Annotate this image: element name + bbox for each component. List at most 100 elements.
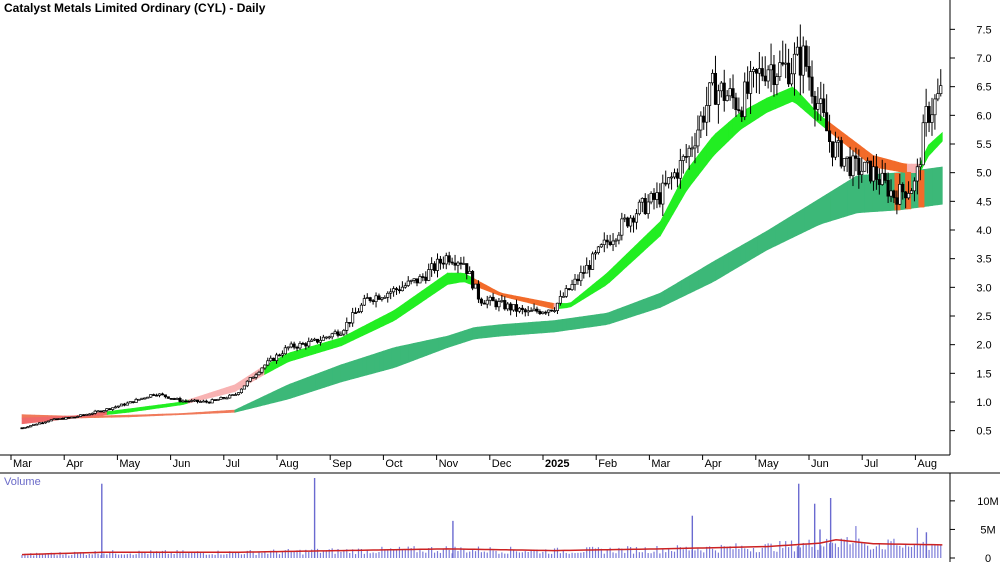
candle-body [433,263,437,271]
candle-body [482,302,486,305]
candle-body [187,400,191,403]
long-ribbon-segment [677,279,682,300]
long-ribbon-segment [102,415,108,418]
candle-body [392,288,396,293]
candle-body [441,262,445,265]
candle-body [277,354,282,357]
date-tick-label: Aug [279,458,299,470]
candle-body [585,264,589,274]
candle-body [708,82,712,106]
candle-body [570,284,574,290]
candle-body [713,72,718,105]
candle-body [611,240,615,245]
candle-body [678,160,682,179]
long-ribbon-segment [349,360,355,381]
candle-body [833,141,837,158]
candle-body [631,217,636,223]
candle-body [339,333,343,336]
short-ribbon-segment [119,409,125,414]
short-ribbon-segment [213,389,219,398]
short-ribbon-segment [166,403,172,408]
candle-body [172,398,176,400]
short-ribbon-segment [728,118,734,142]
candle-body [242,385,246,390]
short-ribbon-segment [21,417,27,425]
candle-body [400,286,404,292]
candle-body [430,263,434,270]
candle-body [749,71,753,94]
candle-body [216,399,220,401]
date-tick-label: Jul [864,458,878,470]
candle-body [754,69,758,74]
candle-body [175,398,179,400]
candle-body [228,394,232,399]
candle-body [201,400,205,403]
candle-body [596,246,600,253]
candle-body [99,410,103,413]
candle-body [617,234,621,241]
candle-body [866,160,870,163]
candle-body [444,255,448,265]
candle-body [684,156,688,158]
long-ribbon-segment [813,199,819,228]
candle-body [763,75,767,82]
candle-body [386,292,390,298]
short-ribbon-segment [885,158,891,171]
long-ribbon-segment [426,339,431,356]
candle-body [225,397,229,400]
long-ribbon-segment [609,310,614,325]
candle-body [775,76,779,86]
long-ribbon-segment [792,212,797,239]
date-tick-label: Sep [332,458,352,470]
long-ribbon-segment [804,204,810,232]
candle-body [915,166,919,182]
candle-body [468,271,472,274]
candle-body [476,283,481,300]
candle-body [868,160,873,182]
candle-body [409,280,413,282]
candle-body [699,115,703,131]
candle-body [904,191,908,199]
short-ribbon-segment [447,272,453,285]
candlesticks [20,24,943,430]
candle-body [731,88,735,99]
short-ribbon-segment [221,387,227,396]
candle-body [626,217,630,227]
long-ribbon-segment [860,174,865,213]
candle-body [78,414,83,417]
candle-body [819,98,823,104]
short-ribbon-segment [340,335,346,347]
long-ribbon-segment [315,372,321,391]
candle-body [825,112,829,132]
short-ribbon-segment [566,302,572,309]
long-ribbon-segment [128,414,133,418]
candle-body [740,110,744,118]
candle-body [898,184,902,205]
price-tick-label: 7.0 [976,53,991,65]
candle-body [637,201,641,215]
candle-body [345,321,349,331]
short-ribbon-segment [370,319,376,333]
candle-body [778,62,782,78]
candle-body [670,176,674,179]
short-ribbon-segment [285,352,291,364]
candle-body [394,288,399,291]
candle-body [810,76,814,97]
price-tick-label: 5.0 [976,168,991,180]
short-ribbon-segment [311,344,316,356]
short-ribbon-segment [217,388,223,397]
long-ribbon-segment [672,282,678,302]
candle-body [737,109,741,112]
long-ribbon-segment [353,358,359,379]
long-ribbon-segment [204,411,210,414]
date-tick-label: Oct [385,458,402,470]
long-ribbon-segment [855,174,861,214]
long-ribbon-segment [800,207,806,235]
short-ribbon-segment [106,410,112,415]
candle-body [330,333,334,338]
long-ribbon-segment [191,412,197,415]
long-ribbon-segment [140,414,146,417]
candle-body [529,310,533,313]
long-ribbon-segment [366,354,372,376]
candle-body [646,201,650,215]
